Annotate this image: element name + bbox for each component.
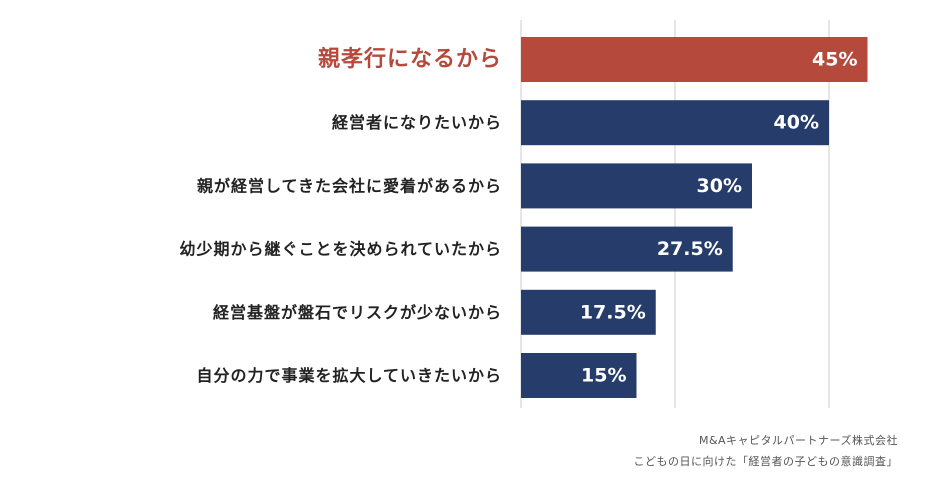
bar-5 [521, 353, 637, 398]
value-label-1: 40% [774, 112, 819, 134]
category-label-1: 経営者になりたいから [332, 113, 502, 132]
category-labels: 親孝行になるから経営者になりたいから親が経営してきた会社に愛着があるから幼少期か… [179, 46, 502, 385]
source-survey: こどもの日に向けた「経営者の子どもの意識調査」 [633, 455, 898, 468]
value-label-4: 17.5% [580, 301, 646, 323]
value-label-5: 15% [581, 365, 626, 387]
value-label-3: 27.5% [657, 238, 723, 260]
source-company: M&Aキャピタルパートナーズ株式会社 [698, 434, 898, 447]
category-label-5: 自分の力で事業を拡大していきたいから [196, 366, 502, 385]
bar-3 [521, 226, 733, 272]
category-label-4: 経営基盤が盤石でリスクが少ないから [213, 303, 502, 322]
bars [521, 37, 868, 398]
bar-2 [521, 163, 752, 209]
category-label-3: 幼少期から継ぐことを決められていたから [179, 240, 502, 259]
value-label-0: 45% [812, 49, 857, 71]
bar-4 [521, 289, 656, 335]
bar-1 [521, 100, 829, 146]
value-labels: 45% 40% 30% 27.5% 17.5% 15% [580, 49, 858, 387]
category-label-0: 親孝行になるから [318, 46, 502, 72]
bar-0 [521, 37, 868, 82]
gridlines [520, 20, 830, 408]
category-label-2: 親が経営してきた会社に愛着があるから [197, 176, 502, 195]
value-label-2: 30% [697, 175, 742, 197]
